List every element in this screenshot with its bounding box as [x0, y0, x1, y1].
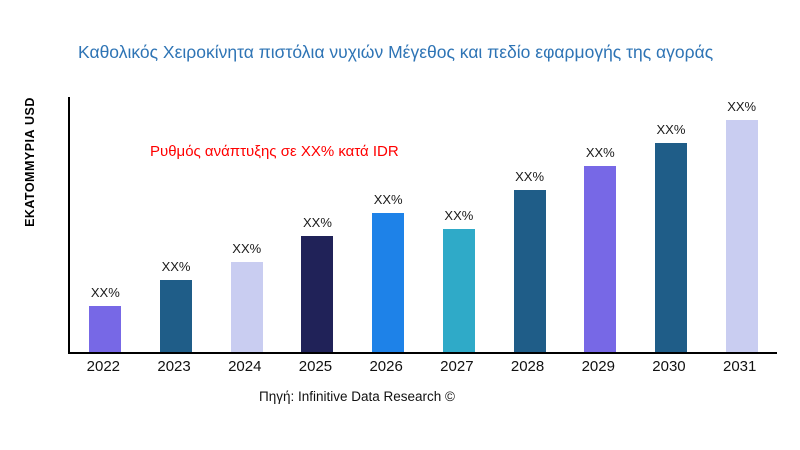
bar-value-label: XX%	[444, 208, 474, 223]
x-tick-label: 2023	[157, 358, 191, 375]
bar-column: XX%	[636, 122, 707, 352]
bar-value-label: XX%	[656, 122, 686, 137]
x-tick-label: 2027	[440, 358, 474, 375]
bar	[725, 120, 758, 352]
bar	[372, 213, 405, 352]
bar-value-label: XX%	[373, 192, 403, 207]
chart-title: Καθολικός Χειροκίνητα πιστόλια νυχιών Μέ…	[78, 42, 714, 62]
bar-value-label: XX%	[303, 215, 332, 230]
bar	[160, 280, 193, 352]
bar-value-label: XX%	[90, 285, 120, 300]
plot-area: XX% XX% XX% XX% XX% XX% XX% XX% XX% XX%	[68, 97, 777, 354]
bar	[89, 306, 122, 352]
bar-column: XX%	[565, 145, 636, 352]
bar-column: XX%	[494, 169, 565, 352]
bar-value-label: XX%	[232, 241, 262, 256]
source-caption: Πηγή: Infinitive Data Research ©	[258, 389, 456, 404]
growth-rate-annotation: Ρυθμός ανάπτυξης σε XX% κατά IDR	[150, 143, 399, 160]
bar-column: XX%	[706, 99, 777, 352]
x-tick-label: 2025	[298, 358, 333, 375]
bar-value-label: XX%	[515, 169, 545, 184]
x-tick-label: 2029	[581, 358, 615, 375]
y-axis-label: ΕΚΑΤΟΜΜΥΡΙΑ USD	[23, 97, 37, 227]
x-axis-tick-labels: 2022 2023 2024 2025 2026 2027 2028 2029 2030 2031	[68, 358, 775, 375]
x-tick-label: 2028	[510, 358, 545, 375]
x-tick-label: 2031	[722, 358, 757, 375]
bar-value-label: XX%	[727, 99, 757, 114]
bar-column: XX%	[211, 241, 282, 352]
bar	[442, 229, 475, 352]
bar-column: XX%	[282, 215, 353, 352]
bar-column: XX%	[424, 208, 495, 352]
bar-column: XX%	[353, 192, 424, 352]
x-tick-label: 2026	[369, 358, 403, 375]
bar	[301, 236, 334, 352]
bar	[513, 190, 546, 352]
x-tick-label: 2022	[86, 358, 121, 375]
bar	[654, 143, 687, 352]
x-tick-label: 2030	[652, 358, 686, 375]
bar-value-label: XX%	[585, 145, 615, 160]
bar-column: XX%	[141, 259, 212, 352]
bar-column: XX%	[70, 285, 141, 352]
bars-container: XX% XX% XX% XX% XX% XX% XX% XX% XX% XX%	[70, 97, 777, 352]
x-tick-label: 2024	[228, 358, 262, 375]
bar-value-label: XX%	[161, 259, 191, 274]
bar	[584, 166, 617, 352]
bar	[230, 262, 263, 352]
